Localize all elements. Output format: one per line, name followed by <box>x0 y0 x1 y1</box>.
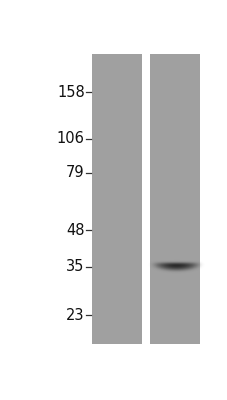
Bar <box>92 54 141 344</box>
Text: 106: 106 <box>57 131 84 146</box>
Text: 79: 79 <box>66 165 84 180</box>
Text: 35: 35 <box>66 259 84 274</box>
Text: 158: 158 <box>57 85 84 100</box>
Bar <box>149 54 199 344</box>
Text: 23: 23 <box>66 308 84 323</box>
Text: 48: 48 <box>66 223 84 238</box>
